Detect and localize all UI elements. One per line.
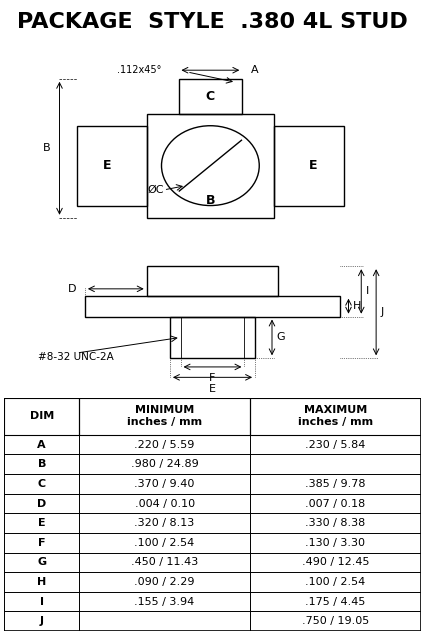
Text: I: I: [366, 286, 369, 297]
Text: .155 / 3.94: .155 / 3.94: [134, 596, 195, 606]
Bar: [250, 493, 421, 514]
Text: .450 / 11.43: .450 / 11.43: [131, 557, 198, 567]
Bar: [79, 474, 250, 493]
Text: E: E: [103, 159, 111, 172]
Text: .004 / 0.10: .004 / 0.10: [135, 498, 195, 509]
Bar: [79, 493, 250, 514]
Bar: [250, 611, 421, 631]
Text: .112x45°: .112x45°: [117, 65, 162, 75]
Text: E: E: [38, 518, 45, 528]
Bar: [4, 572, 79, 592]
Text: B: B: [43, 143, 51, 153]
Bar: [4, 533, 79, 553]
Text: G: G: [276, 333, 285, 343]
Text: MINIMUM
inches / mm: MINIMUM inches / mm: [127, 405, 202, 427]
Bar: [250, 454, 421, 474]
Bar: [250, 435, 421, 454]
Text: A: A: [251, 65, 258, 75]
Text: H: H: [37, 577, 46, 587]
Bar: [147, 266, 278, 296]
Text: H: H: [353, 301, 361, 311]
Text: .370 / 9.40: .370 / 9.40: [134, 479, 195, 489]
Text: E: E: [209, 384, 216, 394]
Bar: [79, 514, 250, 533]
Text: .007 / 0.18: .007 / 0.18: [305, 498, 366, 509]
Bar: [79, 611, 250, 631]
Text: F: F: [38, 538, 45, 548]
Text: DIM: DIM: [30, 411, 54, 422]
Text: .320 / 8.13: .320 / 8.13: [134, 518, 195, 528]
Bar: [4, 493, 79, 514]
Bar: [274, 126, 344, 206]
Bar: [4, 514, 79, 533]
Bar: [4, 611, 79, 631]
Text: C: C: [38, 479, 46, 489]
Bar: [4, 435, 79, 454]
Bar: [178, 79, 242, 114]
Text: .230 / 5.84: .230 / 5.84: [305, 440, 366, 450]
Text: C: C: [206, 90, 215, 103]
Bar: [250, 514, 421, 533]
Text: .100 / 2.54: .100 / 2.54: [134, 538, 195, 548]
Bar: [79, 592, 250, 611]
Bar: [79, 572, 250, 592]
Text: B: B: [37, 459, 46, 469]
Text: A: A: [37, 440, 46, 450]
Bar: [250, 533, 421, 553]
Bar: [79, 435, 250, 454]
Bar: [250, 474, 421, 493]
Text: J: J: [40, 616, 44, 626]
Text: ØC: ØC: [147, 185, 164, 195]
Text: .330 / 8.38: .330 / 8.38: [305, 518, 366, 528]
Bar: [250, 592, 421, 611]
Bar: [4, 398, 79, 435]
Text: .220 / 5.59: .220 / 5.59: [134, 440, 195, 450]
Text: .175 / 4.45: .175 / 4.45: [305, 596, 366, 606]
Bar: [250, 572, 421, 592]
Text: .130 / 3.30: .130 / 3.30: [306, 538, 366, 548]
Bar: [76, 126, 147, 206]
Text: .980 / 24.89: .980 / 24.89: [131, 459, 198, 469]
Bar: [79, 398, 250, 435]
Text: .385 / 9.78: .385 / 9.78: [305, 479, 366, 489]
Bar: [79, 454, 250, 474]
Bar: [4, 454, 79, 474]
Text: .100 / 2.54: .100 / 2.54: [305, 577, 366, 587]
Text: .090 / 2.29: .090 / 2.29: [134, 577, 195, 587]
Text: MAXIMUM
inches / mm: MAXIMUM inches / mm: [298, 405, 373, 427]
Bar: [79, 553, 250, 572]
Bar: [79, 533, 250, 553]
Text: #8-32 UNC-2A: #8-32 UNC-2A: [38, 351, 114, 362]
Text: D: D: [68, 284, 76, 294]
Text: J: J: [380, 307, 384, 317]
Bar: [170, 317, 255, 358]
Text: PACKAGE  STYLE  .380 4L STUD: PACKAGE STYLE .380 4L STUD: [17, 12, 408, 32]
Text: F: F: [210, 373, 216, 383]
Text: E: E: [309, 159, 317, 172]
Text: G: G: [37, 557, 46, 567]
Bar: [147, 114, 274, 218]
Text: I: I: [40, 596, 44, 606]
Text: D: D: [37, 498, 46, 509]
Bar: [250, 553, 421, 572]
Text: .490 / 12.45: .490 / 12.45: [302, 557, 369, 567]
Bar: [85, 296, 340, 317]
Bar: [4, 553, 79, 572]
Bar: [250, 398, 421, 435]
Bar: [4, 474, 79, 493]
Text: B: B: [206, 194, 215, 207]
Text: .750 / 19.05: .750 / 19.05: [302, 616, 369, 626]
Bar: [4, 592, 79, 611]
